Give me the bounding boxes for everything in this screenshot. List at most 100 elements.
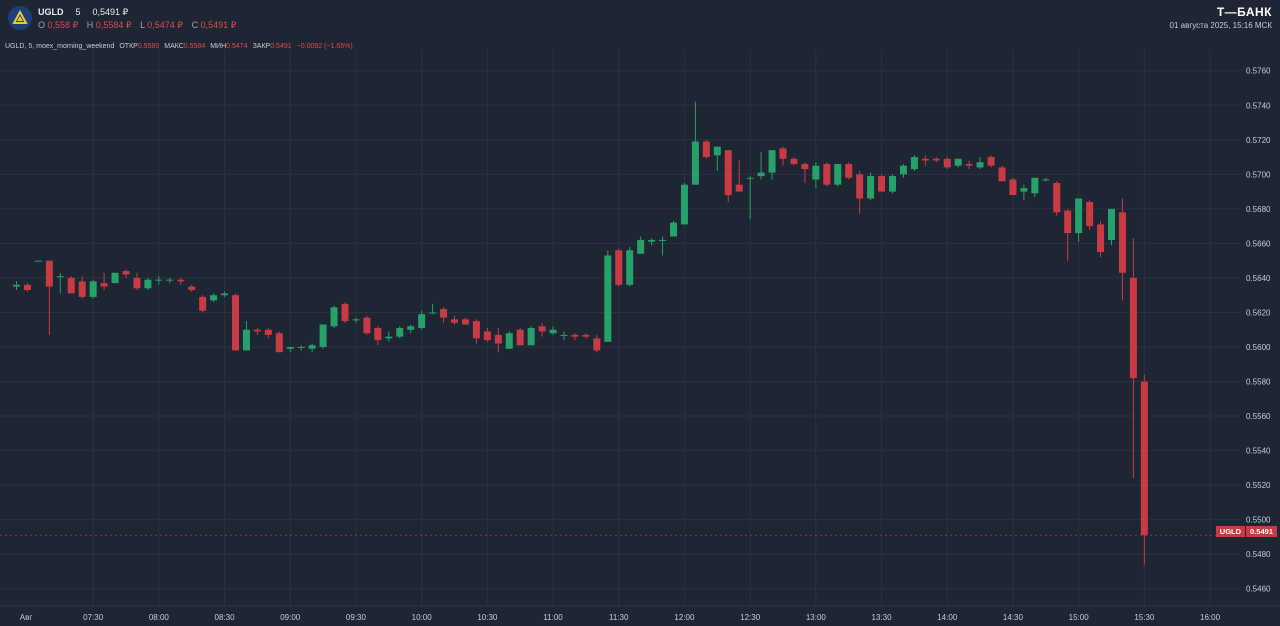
candle[interactable]: [790, 157, 798, 166]
candle[interactable]: [34, 260, 42, 262]
candle[interactable]: [812, 162, 820, 189]
candle[interactable]: [297, 345, 305, 351]
candle[interactable]: [845, 162, 853, 180]
candle[interactable]: [746, 176, 754, 220]
candle[interactable]: [385, 331, 393, 342]
candle[interactable]: [801, 162, 809, 183]
candle[interactable]: [264, 328, 272, 339]
ticker-symbol[interactable]: UGLD: [38, 7, 64, 17]
candle[interactable]: [593, 334, 601, 353]
candle[interactable]: [615, 248, 623, 287]
candle[interactable]: [954, 158, 962, 168]
candle[interactable]: [1097, 220, 1105, 258]
candle[interactable]: [341, 302, 349, 323]
candle[interactable]: [67, 276, 75, 294]
candle[interactable]: [319, 324, 327, 349]
candle[interactable]: [1118, 198, 1126, 301]
candle[interactable]: [680, 182, 688, 225]
candle[interactable]: [691, 101, 699, 185]
candle[interactable]: [1140, 374, 1148, 565]
candle[interactable]: [1129, 238, 1137, 479]
candle[interactable]: [418, 310, 426, 330]
candle[interactable]: [834, 163, 842, 187]
candle[interactable]: [878, 174, 886, 192]
candle[interactable]: [122, 269, 130, 278]
candle[interactable]: [538, 322, 546, 337]
candle[interactable]: [461, 317, 469, 325]
candle[interactable]: [648, 238, 656, 246]
candle[interactable]: [604, 250, 612, 342]
candle[interactable]: [221, 291, 229, 297]
candle[interactable]: [89, 279, 97, 299]
candle[interactable]: [582, 333, 590, 339]
candle[interactable]: [429, 303, 437, 315]
candle[interactable]: [396, 326, 404, 339]
candle[interactable]: [56, 272, 64, 294]
candle[interactable]: [253, 328, 261, 335]
candle[interactable]: [472, 319, 480, 344]
candle[interactable]: [199, 295, 207, 313]
candle[interactable]: [659, 236, 667, 256]
candle[interactable]: [965, 160, 973, 170]
candle[interactable]: [144, 277, 152, 291]
candle[interactable]: [724, 150, 732, 202]
candle[interactable]: [889, 174, 896, 194]
candle[interactable]: [188, 284, 196, 292]
candle[interactable]: [1042, 177, 1050, 182]
candle[interactable]: [210, 293, 218, 303]
candle[interactable]: [670, 220, 677, 237]
candle[interactable]: [1020, 184, 1028, 201]
candle[interactable]: [133, 272, 141, 291]
candle[interactable]: [702, 139, 710, 159]
candle[interactable]: [177, 277, 185, 285]
candle[interactable]: [286, 346, 294, 353]
candle[interactable]: [571, 333, 579, 341]
candle[interactable]: [45, 260, 53, 335]
candle[interactable]: [856, 170, 864, 215]
candle[interactable]: [1053, 181, 1061, 216]
candle[interactable]: [100, 272, 108, 291]
candle[interactable]: [560, 331, 568, 341]
interval-label[interactable]: 5: [75, 7, 81, 17]
candle[interactable]: [735, 160, 743, 192]
candle[interactable]: [308, 343, 316, 353]
candle[interactable]: [242, 321, 250, 351]
candle[interactable]: [987, 155, 995, 168]
candle[interactable]: [867, 172, 875, 201]
candle[interactable]: [998, 165, 1006, 182]
candle[interactable]: [713, 146, 721, 171]
candle[interactable]: [407, 324, 415, 334]
candle[interactable]: [976, 157, 984, 170]
candle[interactable]: [899, 163, 907, 178]
candle[interactable]: [626, 246, 634, 287]
candle[interactable]: [23, 283, 31, 292]
candle[interactable]: [549, 326, 557, 335]
candle[interactable]: [374, 326, 382, 346]
candle[interactable]: [483, 328, 491, 342]
candle[interactable]: [13, 281, 20, 291]
candle[interactable]: [1075, 198, 1083, 242]
candle[interactable]: [330, 305, 338, 328]
candle[interactable]: [1108, 208, 1115, 246]
candle[interactable]: [166, 277, 174, 284]
candle[interactable]: [932, 157, 940, 163]
candle[interactable]: [155, 276, 163, 285]
candle[interactable]: [527, 326, 535, 346]
candle[interactable]: [352, 317, 360, 323]
candle[interactable]: [943, 157, 951, 170]
candle[interactable]: [440, 307, 448, 323]
candle[interactable]: [910, 155, 918, 171]
candle[interactable]: [111, 272, 119, 284]
candle[interactable]: [494, 328, 502, 353]
candle[interactable]: [516, 328, 524, 346]
candle[interactable]: [637, 236, 645, 254]
candle[interactable]: [505, 331, 513, 349]
candle[interactable]: [78, 276, 86, 299]
candle[interactable]: [1064, 208, 1072, 261]
candle[interactable]: [451, 315, 458, 325]
candle[interactable]: [1009, 177, 1017, 196]
candle[interactable]: [1086, 200, 1094, 230]
candle[interactable]: [757, 151, 765, 180]
candle[interactable]: [823, 162, 831, 187]
